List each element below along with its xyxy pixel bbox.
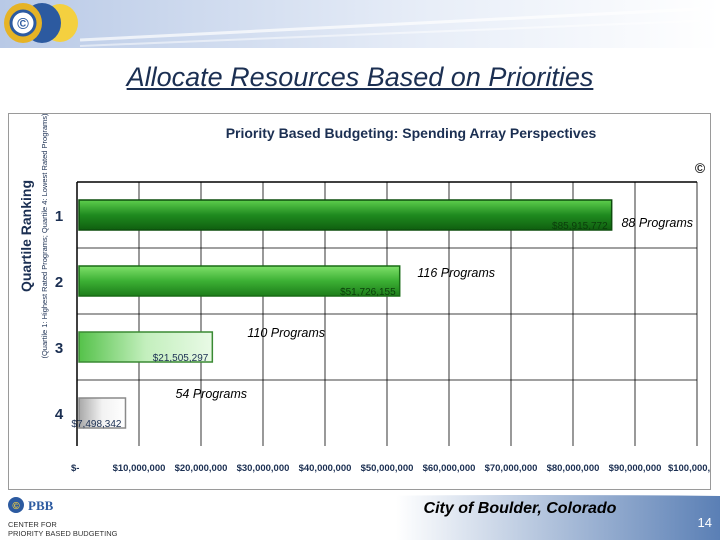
x-tick-label: $30,000,000 <box>237 463 290 474</box>
svg-text:©: © <box>17 16 29 33</box>
x-tick-label: $- <box>71 463 79 474</box>
y-axis-label: Quartile Ranking <box>18 180 34 292</box>
program-count-label: 116 Programs <box>417 266 495 280</box>
x-tick-label: $80,000,000 <box>547 463 600 474</box>
program-count-label: 54 Programs <box>175 387 247 401</box>
footer-band <box>0 495 720 540</box>
slide-title: Allocate Resources Based on Priorities <box>126 62 594 92</box>
category-label: 4 <box>55 406 64 423</box>
footer-pbb-logo-icon: © PBB CENTER FOR PRIORITY BASED BUDGETIN… <box>8 497 118 538</box>
bar-quartile-2 <box>78 265 401 297</box>
x-tick-label: $60,000,000 <box>423 463 476 474</box>
x-tick-label: $100,000,000 <box>668 463 710 474</box>
page-number: 14 <box>697 515 712 530</box>
program-count-label: 110 Programs <box>247 326 325 340</box>
chart-title: Priority Based Budgeting: Spending Array… <box>226 125 597 141</box>
spending-array-chart: Priority Based Budgeting: Spending Array… <box>18 114 710 474</box>
bar-quartile-3 <box>78 331 214 363</box>
bar-value-label: $85,915,772 <box>552 221 608 232</box>
pbb-logo-icon: © <box>4 3 78 43</box>
x-tick-label: $10,000,000 <box>113 463 166 474</box>
copyright-mark: © <box>695 160 706 176</box>
bar-value-label: $21,505,297 <box>153 353 209 364</box>
x-tick-label: $50,000,000 <box>361 463 414 474</box>
category-label: 2 <box>55 274 63 291</box>
category-label: 1 <box>55 208 63 225</box>
x-tick-label: $20,000,000 <box>175 463 228 474</box>
header-band <box>0 0 720 48</box>
program-count-label: 88 Programs <box>621 216 693 230</box>
x-tick-label: $40,000,000 <box>299 463 352 474</box>
chart-frame: Priority Based Budgeting: Spending Array… <box>8 113 711 490</box>
svg-text:©: © <box>12 501 20 512</box>
footer-logo-line1: CENTER FOR <box>8 520 57 529</box>
bar-quartile-1 <box>78 199 613 231</box>
footer-city: City of Boulder, Colorado <box>423 500 617 517</box>
footer-logo-line2: PRIORITY BASED BUDGETING <box>8 529 118 538</box>
x-tick-label: $90,000,000 <box>609 463 662 474</box>
y-axis-sublabel: (Quartile 1: Highest Rated Programs; Qua… <box>40 114 49 359</box>
x-tick-label: $70,000,000 <box>485 463 538 474</box>
bar-value-label: $51,726,155 <box>340 287 396 298</box>
category-label: 3 <box>55 340 63 357</box>
bar-value-label: $7,498,342 <box>71 419 121 430</box>
footer-logo-abbrev: PBB <box>28 498 54 513</box>
bar-quartile-4 <box>78 397 127 429</box>
